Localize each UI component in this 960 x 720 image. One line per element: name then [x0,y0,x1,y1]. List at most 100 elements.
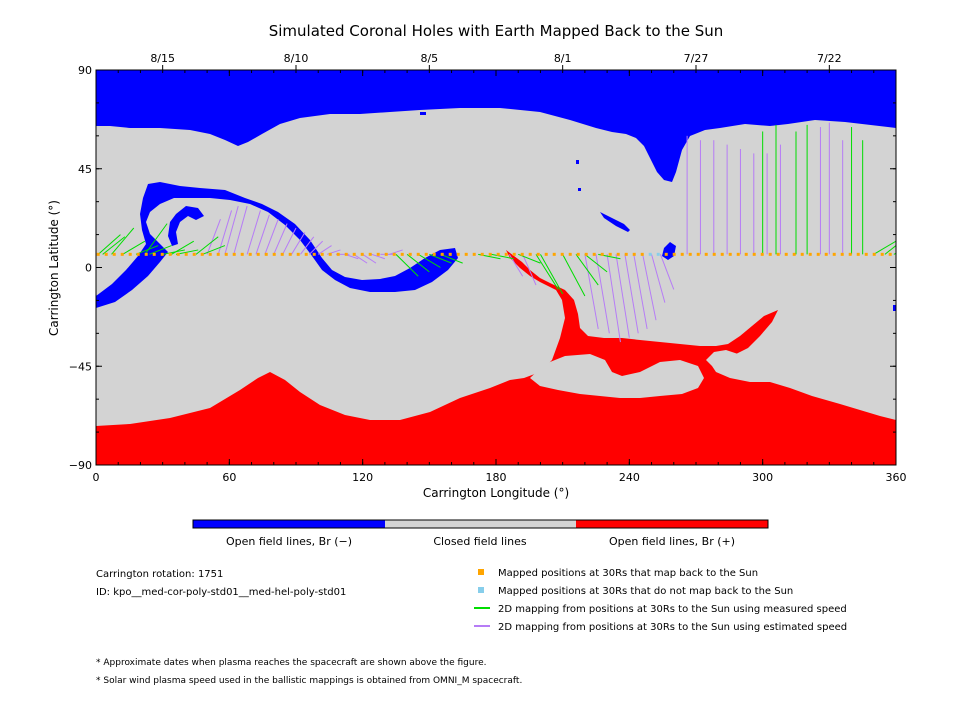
estimated-mapping-line [362,253,377,264]
mapped-point [480,252,484,256]
small-coronal-hole-b [600,212,630,232]
y-tick-label: −45 [69,360,92,373]
measured-mapping-line [122,240,146,255]
estimated-mapping-line [308,240,324,255]
estimated-mapping-line [659,254,675,290]
mapped-point [768,252,772,256]
mapped-point [216,252,220,256]
colorbar-closed [385,520,576,528]
date-tick-label: 8/5 [420,52,438,65]
mapped-point [144,252,148,256]
mapped-point [304,252,308,256]
x-tick-label: 120 [352,471,373,484]
mapped-point [592,252,596,256]
mapped-point [632,252,636,256]
mapped-point [616,252,620,256]
mapped-point [720,252,724,256]
closed-island-small [706,350,738,366]
y-axis: 90 45 0 −45 −90 [69,64,896,472]
x-axis-label: Carrington Longitude (°) [423,486,569,500]
colorbar-open-negative [193,520,385,528]
mapped-point [184,252,188,256]
mapped-point [208,252,212,256]
not-mapped-point [648,252,652,256]
estimated-mapping-line [633,254,648,330]
estimated-mapping-line [255,214,270,255]
mapped-point [760,252,764,256]
note-speed-source: * Solar wind plasma speed used in the ba… [96,676,522,686]
south-polar-coronal-hole [96,250,896,465]
mapped-point [536,252,540,256]
y-tick-label: 90 [78,64,92,77]
mapped-point [568,252,572,256]
estimated-mapping-line [353,253,368,264]
estimated-mapping-line [264,219,279,255]
mapped-point [872,252,876,256]
mapped-point [312,252,316,256]
estimated-mapping-line [233,205,248,255]
measured-mapping-line [111,227,135,255]
mapped-point [728,252,732,256]
mapped-point [112,252,116,256]
measured-mapping-line [202,245,226,255]
estimated-mapping-line [291,232,306,255]
measured-mapping-line [97,234,121,255]
mapped-point [96,252,100,256]
mapped-point [352,252,356,256]
mapped-point [256,252,260,256]
note-dates: * Approximate dates when plasma reaches … [96,658,487,668]
region-colorbar: Open field lines, Br (−) Closed field li… [192,519,769,548]
estimated-mapping-line [282,227,297,255]
legend-mapped-label: Mapped positions at 30Rs that map back t… [498,568,758,579]
mapped-point [264,252,268,256]
mapped-point [608,252,612,256]
mapped-point [408,252,412,256]
mapped-point [200,252,204,256]
mapped-point [160,252,164,256]
mapped-point [704,252,708,256]
estimated-mapping-line [273,223,288,255]
small-coronal-hole-d [578,188,581,191]
mapped-point [856,252,860,256]
measured-mapping-line [440,253,463,264]
colorbar-label-closed: Closed field lines [433,535,527,548]
estimated-mapping-line [624,254,639,334]
measured-mapping-line [540,254,564,295]
closed-island-large [530,354,704,398]
mapped-point [368,252,372,256]
legend-mapped-marker [478,569,484,575]
measured-mapping-line [417,253,441,268]
mapped-point [272,252,276,256]
mapped-point [584,252,588,256]
mapped-point [232,252,236,256]
mapped-point [424,252,428,256]
measured-mapping-line [395,253,419,277]
estimated-mapping-line [224,205,239,255]
mapped-point [800,252,804,256]
mapped-point [464,252,468,256]
mapped-point [456,252,460,256]
mapped-point [288,252,292,256]
mapped-point [224,252,228,256]
mapped-point [544,252,548,256]
y-tick-label: 45 [78,163,92,176]
estimated-mapping-line [206,219,221,255]
carrington-rotation: Carrington rotation: 1751 [96,569,223,580]
colorbar-frame [192,519,769,529]
mapped-point [664,252,668,256]
legend: Mapped positions at 30Rs that map back t… [474,568,847,633]
mapped-point [792,252,796,256]
mapped-point [816,252,820,256]
coronal-hole-hook [168,206,204,246]
mapped-point [888,252,892,256]
colorbar-open-positive [576,520,768,528]
model-id: ID: kpo__med-cor-poly-std01__med-hel-pol… [96,587,346,598]
measured-mapping-line [873,240,896,255]
mapped-point [176,252,180,256]
mapped-point [472,252,476,256]
date-tick-label: 8/15 [150,52,175,65]
estimated-mapping-line [317,245,332,255]
mapped-point [192,252,196,256]
plot-area [96,70,896,465]
